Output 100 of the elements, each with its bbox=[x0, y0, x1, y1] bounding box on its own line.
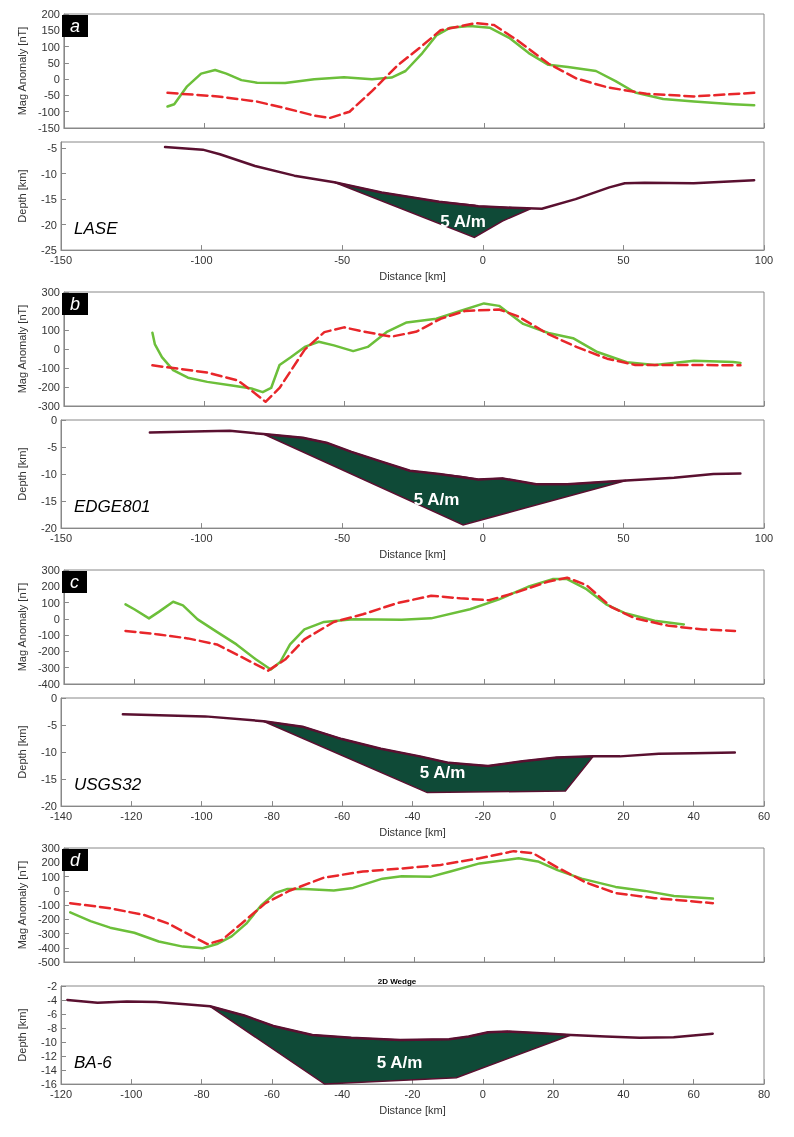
y-tick-label: -100 bbox=[37, 362, 60, 374]
x-tick-label: -120 bbox=[120, 809, 143, 822]
y-tick-label: 0 bbox=[50, 692, 57, 704]
x-tick-label: -20 bbox=[474, 809, 491, 822]
y-tick-label: 300 bbox=[41, 564, 60, 576]
y-tick-label: -10 bbox=[41, 746, 57, 759]
line-series bbox=[166, 24, 756, 108]
y-axis-title: Mag Anomaly [nT] bbox=[15, 860, 28, 950]
x-tick-label: 100 bbox=[754, 531, 774, 544]
y-tick-label: -200 bbox=[37, 913, 60, 926]
y-tick-label: 0 bbox=[50, 414, 57, 426]
y-tick-label: 300 bbox=[41, 286, 60, 298]
y-tick-label: 50 bbox=[47, 56, 60, 69]
x-tick-label: 40 bbox=[617, 1087, 630, 1100]
chart-title: d bbox=[70, 850, 81, 870]
annotation: 5 A/m bbox=[419, 763, 466, 783]
annotation: 5 A/m bbox=[376, 1052, 423, 1072]
x-axis-title: Distance [km] bbox=[379, 1103, 446, 1116]
y-tick-label: -400 bbox=[37, 941, 60, 954]
x-tick-label: 50 bbox=[617, 253, 630, 266]
annotation: 5 A/m bbox=[440, 212, 486, 232]
x-tick-label: -100 bbox=[190, 531, 213, 544]
chart-title: c bbox=[70, 572, 79, 592]
y-axis-title: Depth [km] bbox=[15, 169, 28, 223]
y-axis-title: Mag Anomaly [nT] bbox=[15, 582, 28, 672]
x-tick-label: -100 bbox=[190, 253, 213, 266]
chart-title: b bbox=[70, 294, 81, 314]
y-tick-label: -10 bbox=[41, 1036, 57, 1049]
y-tick-label: 100 bbox=[41, 870, 60, 883]
y-tick-label: 200 bbox=[41, 305, 60, 317]
y-tick-label: -12 bbox=[41, 1050, 57, 1063]
annotation: 5 A/m bbox=[413, 489, 460, 509]
x-tick-label: -80 bbox=[263, 809, 280, 822]
x-tick-label: 100 bbox=[754, 253, 774, 266]
line-series bbox=[166, 21, 756, 120]
y-tick-label: -14 bbox=[41, 1064, 57, 1077]
y-tick-label: -2 bbox=[47, 980, 57, 992]
x-tick-label: -100 bbox=[120, 1087, 143, 1100]
y-axis-title: Depth [km] bbox=[15, 447, 28, 501]
x-tick-label: 60 bbox=[757, 809, 771, 822]
y-tick-label: 200 bbox=[41, 8, 60, 20]
x-tick-label: -50 bbox=[334, 531, 351, 544]
y-tick-label: -5 bbox=[47, 441, 57, 454]
x-tick-label: 0 bbox=[550, 809, 557, 822]
y-tick-label: -25 bbox=[41, 244, 57, 257]
y-tick-label: 200 bbox=[41, 580, 60, 593]
y-tick-label: -50 bbox=[44, 89, 60, 102]
x-tick-label: -20 bbox=[404, 1087, 421, 1100]
x-tick-label: 60 bbox=[687, 1087, 700, 1100]
y-tick-label: -100 bbox=[37, 629, 60, 642]
y-tick-label: -300 bbox=[37, 400, 60, 412]
x-tick-label: 80 bbox=[757, 1087, 771, 1100]
x-tick-label: -50 bbox=[334, 253, 351, 266]
y-tick-label: -8 bbox=[47, 1022, 57, 1035]
x-tick-label: 50 bbox=[617, 531, 630, 544]
y-tick-label: -200 bbox=[37, 381, 60, 393]
annotation: USGS32 bbox=[74, 775, 142, 794]
annotation: BA-6 bbox=[74, 1053, 113, 1072]
y-tick-label: -300 bbox=[37, 927, 60, 940]
y-tick-label: 300 bbox=[41, 842, 60, 854]
x-tick-label: 20 bbox=[617, 809, 630, 822]
y-tick-label: 200 bbox=[41, 856, 60, 869]
y-tick-label: 100 bbox=[41, 596, 60, 609]
x-tick-label: 0 bbox=[479, 253, 486, 266]
chart-title: 2D Wedge bbox=[377, 976, 417, 986]
y-tick-label: -100 bbox=[37, 105, 60, 118]
y-axis-title: Mag Anomaly [nT] bbox=[15, 304, 28, 394]
y-tick-label: -4 bbox=[47, 994, 57, 1007]
y-tick-label: 150 bbox=[41, 24, 60, 37]
y-axis-title: Depth [km] bbox=[15, 725, 28, 779]
y-tick-label: -6 bbox=[47, 1008, 57, 1021]
x-axis-title: Distance [km] bbox=[379, 269, 446, 282]
x-tick-label: -100 bbox=[190, 809, 213, 822]
chart-title: a bbox=[70, 16, 81, 36]
y-axis-title: Depth [km] bbox=[15, 1008, 28, 1062]
y-tick-label: -15 bbox=[41, 773, 57, 786]
x-tick-label: -40 bbox=[334, 1087, 351, 1100]
line-series bbox=[151, 302, 742, 394]
y-tick-label: 100 bbox=[41, 40, 60, 53]
x-axis-title: Distance [km] bbox=[379, 547, 446, 560]
x-tick-label: 20 bbox=[546, 1087, 560, 1100]
x-axis-title: Distance [km] bbox=[379, 825, 446, 838]
y-tick-label: 0 bbox=[53, 73, 60, 86]
x-tick-label: -60 bbox=[263, 1087, 280, 1100]
x-tick-label: 0 bbox=[479, 1087, 486, 1100]
y-tick-label: 0 bbox=[53, 612, 60, 625]
y-tick-label: -20 bbox=[41, 522, 57, 535]
y-tick-label: 100 bbox=[41, 324, 60, 336]
y-tick-label: -200 bbox=[37, 645, 60, 658]
y-tick-label: -20 bbox=[41, 218, 57, 231]
y-tick-label: -10 bbox=[41, 468, 57, 481]
y-tick-label: -400 bbox=[37, 678, 60, 690]
y-tick-label: 0 bbox=[53, 343, 60, 355]
line-series bbox=[151, 308, 742, 404]
y-tick-label: -15 bbox=[41, 495, 57, 508]
y-tick-label: 0 bbox=[53, 884, 60, 897]
annotation: EDGE801 bbox=[74, 497, 151, 516]
y-tick-label: -150 bbox=[37, 122, 60, 134]
y-tick-label: -100 bbox=[37, 899, 60, 911]
x-tick-label: -40 bbox=[404, 809, 421, 822]
